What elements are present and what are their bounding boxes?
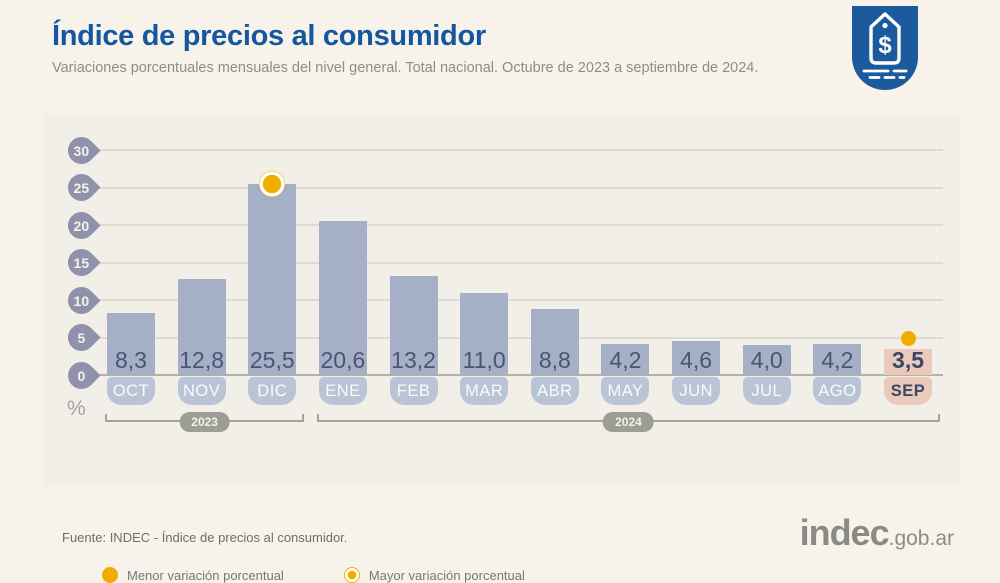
y-tick-5: 5 (61, 318, 101, 357)
month-tag-JUL: JUL (742, 377, 791, 405)
gridline-20 (100, 224, 943, 226)
y-tick-label-10: 10 (73, 291, 89, 308)
month-tag-OCT: OCT (107, 377, 155, 405)
y-tick-25: 25 (61, 168, 101, 207)
indec-header-badge: $ (852, 6, 918, 90)
month-tag-AGO: AGO (813, 377, 862, 405)
y-axis-unit-label: % (67, 397, 86, 420)
month-tag-ENE: ENE (318, 377, 367, 405)
gridline-25 (100, 186, 943, 189)
gridline-10 (100, 299, 943, 301)
y-tick-label-25: 25 (73, 179, 89, 196)
bar-OCT (107, 312, 155, 375)
legend-label-max: Mayor variación porcentual (368, 567, 525, 583)
legend-item-min: Menor variación porcentual (102, 567, 284, 583)
bar-FEB (389, 276, 438, 375)
value-MAR: 11,0 (462, 347, 506, 373)
max-variation-ring-icon (343, 567, 360, 583)
max-variation-marker (259, 170, 286, 197)
bar-ABR (530, 309, 579, 375)
bar-JUL (742, 345, 791, 375)
legend-item-max: Mayor variación porcentual (343, 567, 525, 583)
month-tag-NOV: NOV (177, 377, 226, 405)
y-tick-label-20: 20 (73, 216, 89, 233)
legend-label-min: Menor variación porcentual (127, 567, 284, 583)
value-MAY: 4,2 (609, 347, 642, 373)
bar-AGO (813, 343, 862, 375)
value-OCT: 8,3 (115, 347, 147, 373)
min-variation-dot-icon (102, 567, 118, 583)
y-tick-label-30: 30 (73, 141, 89, 158)
month-tag-DIC: DIC (248, 377, 297, 405)
gridline-0 (100, 374, 943, 376)
bar-SEP (884, 348, 933, 375)
page-subtitle: Variaciones porcentuales mensuales del n… (52, 60, 759, 76)
gridline-5 (100, 336, 943, 339)
bar-DIC (248, 183, 297, 375)
value-ENE: 20,6 (320, 347, 366, 373)
gridline-15 (100, 261, 943, 264)
value-JUN: 4,6 (680, 347, 713, 373)
value-JUL: 4,0 (750, 347, 783, 373)
year-pill-2024: 2024 (603, 412, 654, 432)
bar-JUN (672, 340, 721, 375)
chart-panel: 30 25 20 15 10 5 0 8,3 OCT 12,8 NOV 25,5 DIC 20,6 ENE… (44, 114, 960, 583)
bar-ENE (318, 220, 367, 375)
y-tick-label-15: 15 (73, 254, 89, 271)
value-AGO: 4,2 (821, 347, 854, 373)
year-bracket-2024: 2024 (316, 412, 941, 432)
value-FEB: 13,2 (391, 347, 436, 373)
value-SEP: 3,5 (892, 347, 925, 373)
value-NOV: 12,8 (179, 347, 224, 373)
month-tag-FEB: FEB (389, 377, 438, 405)
y-tick-10: 10 (61, 280, 101, 320)
indec-logo: indec .gob.ar (800, 512, 954, 554)
month-tag-MAY: MAY (601, 377, 650, 405)
month-tag-SEP: SEP (884, 377, 933, 405)
indec-logo-main: indec (799, 512, 890, 553)
y-tick-label-5: 5 (77, 329, 85, 346)
month-tag-ABR: ABR (530, 377, 579, 405)
legend: Menor variación porcentual Mayor variaci… (102, 567, 525, 583)
gridline-30 (100, 149, 943, 151)
source-note: Fuente: INDEC - Índice de precios al con… (62, 530, 348, 545)
value-ABR: 8,8 (538, 347, 571, 373)
month-tag-JUN: JUN (672, 377, 721, 405)
y-tick-30: 30 (61, 130, 101, 170)
y-tick-0: 0 (61, 355, 101, 395)
year-pill-2023: 2023 (179, 412, 230, 432)
y-tick-20: 20 (61, 205, 101, 245)
value-DIC: 25,5 (249, 347, 295, 373)
bar-MAY (601, 343, 650, 375)
bar-NOV (177, 279, 226, 375)
bar-MAR (460, 292, 509, 375)
page-title: Índice de precios al consumidor (52, 20, 486, 52)
svg-text:$: $ (878, 32, 892, 59)
month-tag-MAR: MAR (460, 377, 509, 405)
price-tag-icon: $ (858, 10, 912, 87)
min-variation-marker (900, 330, 916, 346)
y-tick-label-0: 0 (77, 366, 85, 383)
y-tick-15: 15 (61, 243, 101, 282)
year-bracket-2023: 2023 (105, 412, 305, 432)
indec-logo-suffix: .gob.ar (888, 527, 954, 550)
